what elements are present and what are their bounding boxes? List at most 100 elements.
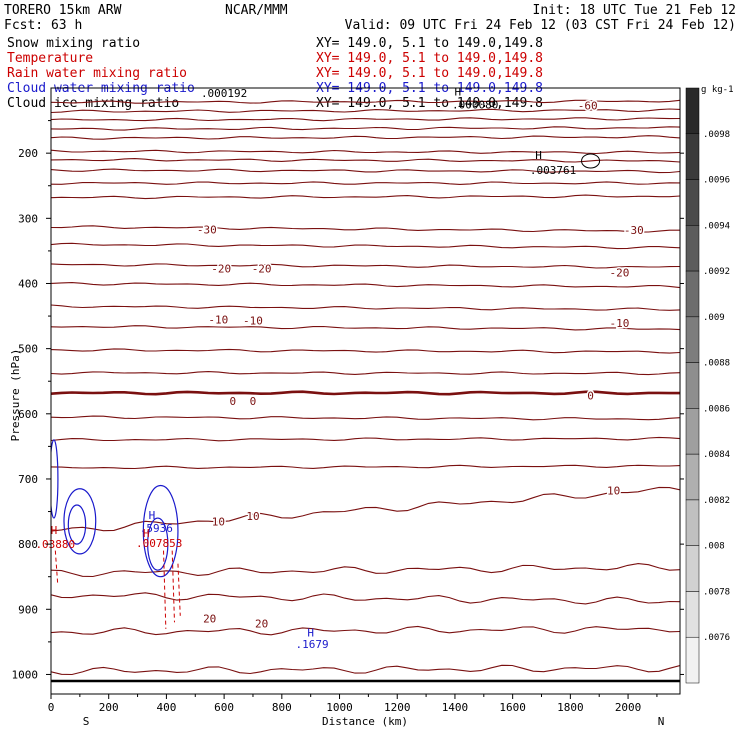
isotherm-line: [51, 464, 680, 470]
contour-label: -20: [252, 262, 272, 275]
contour-label: -30: [624, 224, 644, 237]
contour-label: -10: [243, 315, 263, 328]
y-tick-label: 200: [18, 147, 38, 160]
isotherm-line: [51, 117, 680, 122]
x-tick-label: 1000: [326, 701, 353, 714]
contour-label: -20: [609, 266, 629, 279]
colorbar-segment: [685, 225, 700, 272]
legend-field-coords: XY= 149.0, 5.1 to 149.0,149.8: [316, 36, 543, 51]
legend-field-name: Rain water mixing ratio: [7, 66, 187, 81]
extremum-label: .000192: [201, 87, 247, 100]
colorbar-label: .0084: [703, 450, 730, 460]
init-label: Init: 18 UTC Tue 21 Feb 12: [533, 3, 737, 18]
isotherm-line: [51, 325, 680, 331]
extremum-label: .000080: [452, 98, 498, 111]
colorbar: .0098 .0096 .0094 .0092 .009 .0088 .0086 .0084.…: [685, 85, 734, 684]
isotherm-line: [51, 348, 680, 354]
contour-label: -10: [208, 313, 228, 326]
contour-label: 0: [250, 395, 257, 408]
colorbar-label: .0076: [703, 633, 730, 643]
south-end-label: S: [83, 715, 90, 728]
colorbar-segment: [685, 362, 700, 409]
cloud-water-contour: [142, 484, 179, 578]
rain-water-contour: [54, 550, 59, 584]
cloud-water-contour: [51, 439, 59, 519]
isotherm-line: [51, 592, 680, 605]
isotherm-line: [51, 181, 680, 185]
x-tick-label: 2000: [615, 701, 642, 714]
extremum-label: H: [143, 527, 150, 540]
colorbar-label: .0094: [703, 221, 730, 231]
isotherm-line: [51, 436, 680, 442]
colorbar-segment: [685, 453, 700, 501]
model-label: TORERO 15km ARW: [4, 3, 122, 18]
colorbar-label: .008: [703, 542, 725, 552]
isotherm-line: [51, 194, 680, 200]
colorbar-segment: [685, 499, 700, 546]
isotherm-line: [51, 108, 680, 114]
legend-field-coords: XY= 149.0, 5.1 to 149.0,149.8: [316, 96, 543, 111]
x-tick-label: 1200: [384, 701, 411, 714]
extremum-label: .003761: [530, 164, 576, 177]
contour-label: -20: [211, 262, 231, 275]
isotherm-line: [51, 563, 680, 578]
legend-field-name: Snow mixing ratio: [7, 36, 140, 51]
contour-label: 20: [255, 618, 268, 631]
isotherm-line: [51, 263, 680, 269]
isotherm-line: [51, 390, 680, 396]
y-axis-title: Pressure (hPa): [9, 349, 22, 442]
y-tick-label: 700: [18, 473, 38, 486]
isotherm-line: [51, 135, 680, 140]
colorbar-segment: [685, 316, 700, 363]
extremum-label: H: [535, 149, 542, 162]
plot-area: -60 -30 -30 -20 -20 -20 -10 -10 -10 0 0 0 10 10 10 20 20…: [35, 85, 680, 683]
isotherm-line: [51, 126, 680, 131]
extremum-label: H: [51, 524, 58, 537]
colorbar-units: g kg-1: [701, 85, 734, 95]
cloud-water-contour: [67, 504, 87, 545]
rain-water-contour: [171, 550, 175, 623]
legend-field-coords: XY= 149.0, 5.1 to 149.0,149.8: [316, 66, 543, 81]
contour-label: 0: [229, 395, 236, 408]
forecast-label: Fcst: 63 h: [4, 18, 82, 33]
colorbar-segment: [685, 179, 700, 226]
colorbar-label: .0082: [703, 496, 730, 506]
x-tick-label: 200: [99, 701, 119, 714]
rain-water-contour: [163, 550, 167, 629]
rain-water-contour: [177, 563, 181, 616]
x-axis-title: Distance (km): [322, 715, 408, 728]
contour-label: -60: [578, 100, 598, 113]
isotherm-line: [51, 486, 680, 532]
colorbar-label: .009: [703, 313, 725, 323]
contour-label: -10: [609, 317, 629, 330]
y-tick-label: 900: [18, 603, 38, 616]
x-tick-label: 400: [156, 701, 176, 714]
contour-label: 10: [212, 515, 225, 528]
extremum-label: H: [149, 509, 156, 522]
colorbar-segment: [685, 591, 700, 638]
x-tick-label: 0: [48, 701, 55, 714]
extremum-label: H: [455, 85, 462, 98]
y-tick-label: 300: [18, 212, 38, 225]
isotherm-line: [51, 304, 680, 311]
contour-label: 10: [246, 510, 259, 523]
x-tick-label: 1800: [557, 701, 584, 714]
contour-label: -30: [197, 223, 217, 236]
x-tick-label: 1400: [442, 701, 469, 714]
contour-label: 10: [607, 485, 620, 498]
isotherm-line: [51, 158, 680, 163]
plot-frame: [50, 87, 681, 695]
isotherm-line: [51, 625, 680, 636]
isotherm-line: [51, 168, 680, 174]
y-tick-label: 500: [18, 343, 38, 356]
colorbar-label: .0088: [703, 359, 730, 369]
isotherm-line: [51, 149, 680, 155]
colorbar-segment: [685, 133, 700, 180]
isotherm-line: [51, 99, 680, 104]
colorbar-label: .0086: [703, 404, 730, 414]
x-tick-label: 1600: [499, 701, 526, 714]
isotherm-line: [51, 664, 680, 676]
colorbar-label: .0098: [703, 130, 730, 140]
